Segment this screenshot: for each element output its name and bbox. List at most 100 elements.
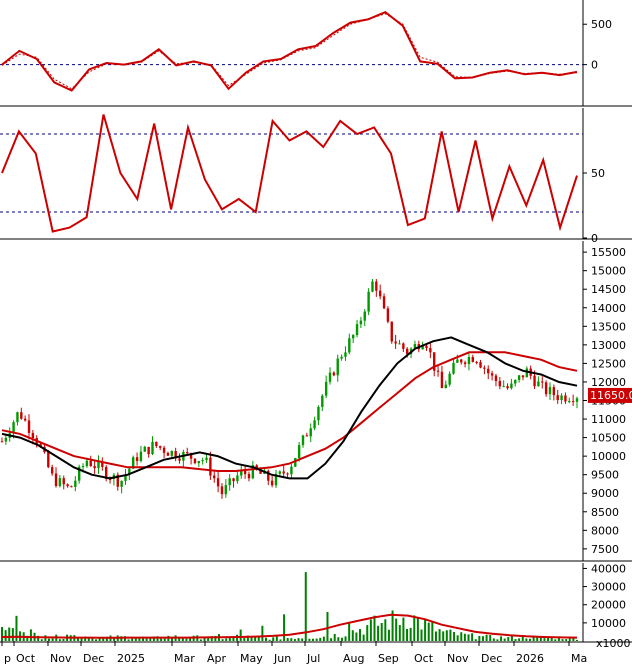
x-axis-label: p xyxy=(4,652,11,665)
volume-bar xyxy=(279,639,282,641)
volume-bar xyxy=(424,619,427,641)
x-axis-label: Oct xyxy=(16,652,36,665)
candle-body xyxy=(344,352,347,357)
volume-bar xyxy=(87,637,90,641)
candle-body xyxy=(537,381,540,387)
candle-body xyxy=(479,362,482,368)
candle-body xyxy=(502,386,505,388)
candle-body xyxy=(155,441,158,447)
candle-body xyxy=(243,470,247,475)
candle-body xyxy=(12,422,15,434)
candle-body xyxy=(216,478,220,487)
candle-body xyxy=(517,375,521,380)
x-axis-label: Jul xyxy=(306,652,320,665)
volume-bar xyxy=(416,617,419,641)
price-tick-label: 8000 xyxy=(591,524,619,537)
volume-bar xyxy=(348,622,351,641)
candle-body xyxy=(413,344,417,349)
price-candle xyxy=(444,380,447,389)
candle-body xyxy=(116,474,119,487)
candle-body xyxy=(460,359,463,363)
x-axis: p Oct Nov Dec 2025 Mar Apr May Jun Jul Aug Sep Oct No… xyxy=(1,641,587,665)
volume-bar xyxy=(565,639,568,641)
volume-bar xyxy=(456,635,459,641)
price-tick-label: 10500 xyxy=(591,432,626,445)
candle-body xyxy=(363,311,366,321)
price-candle xyxy=(89,455,92,467)
volume-bar xyxy=(95,639,98,641)
candle-body xyxy=(309,428,312,437)
volume-bar xyxy=(521,635,524,641)
volume-bar xyxy=(460,632,463,641)
price-candle xyxy=(182,449,185,467)
volume-bar xyxy=(51,638,54,641)
price-candle xyxy=(460,358,463,365)
price-candle xyxy=(506,383,509,390)
x-axis-label: Apr xyxy=(207,652,227,665)
volume-bar xyxy=(525,638,528,641)
volume-bar xyxy=(178,637,181,641)
candle-body xyxy=(151,441,154,455)
volume-bar xyxy=(445,630,448,641)
volume-bar xyxy=(26,635,29,641)
price-candle xyxy=(213,469,216,483)
volume-bar xyxy=(503,638,506,641)
volume-bar xyxy=(366,625,369,641)
volume-average-line xyxy=(1,613,578,639)
price-candle xyxy=(151,436,154,456)
volume-unit-label: x1000 xyxy=(596,637,631,650)
price-candle xyxy=(294,457,297,468)
price-candle xyxy=(448,371,451,387)
candle-body xyxy=(452,362,455,374)
volume-bar xyxy=(518,638,521,641)
candle-body xyxy=(321,395,324,407)
price-candle xyxy=(436,365,440,377)
x-axis-label: 2026 xyxy=(516,652,544,665)
price-panel: 15500 15000 14500 14000 13500 13000 12500 12000… xyxy=(0,241,632,562)
price-candle xyxy=(124,469,127,485)
price-candle xyxy=(120,480,123,494)
volume-bar xyxy=(550,637,553,641)
price-candle xyxy=(170,450,173,459)
price-candle xyxy=(541,376,544,389)
candle-body xyxy=(132,457,135,469)
price-candle xyxy=(556,389,559,404)
price-candle xyxy=(429,341,432,359)
x-axis-label: Ma xyxy=(571,652,587,665)
candle-body xyxy=(267,470,270,481)
volume-bar xyxy=(264,637,267,641)
volume-bar xyxy=(138,637,141,641)
candle-body xyxy=(494,375,498,382)
price-candle xyxy=(348,333,351,355)
volume-bar xyxy=(156,636,159,641)
volume-bar xyxy=(373,615,376,641)
price-candle xyxy=(101,457,104,471)
price-candle xyxy=(147,446,150,458)
price-candle xyxy=(77,464,81,484)
volume-bar xyxy=(362,634,365,641)
price-candle xyxy=(16,411,19,426)
volume-bar xyxy=(199,639,202,641)
candle-body xyxy=(340,356,343,359)
candle-body xyxy=(568,401,571,403)
candle-body xyxy=(514,379,517,384)
candle-body xyxy=(39,443,42,447)
volume-bar xyxy=(297,638,300,641)
volume-bar xyxy=(387,629,390,641)
volume-bar xyxy=(467,634,470,641)
price-candle xyxy=(502,380,505,388)
macd-tick-label: 0 xyxy=(591,59,598,72)
volume-bar xyxy=(359,629,362,641)
volume-bar xyxy=(48,638,51,641)
moving-average-short xyxy=(1,336,578,480)
last-price-badge: 11650.00 xyxy=(588,387,632,403)
volume-bar xyxy=(568,636,571,641)
candle-body xyxy=(456,359,459,363)
candle-body xyxy=(147,446,150,455)
candle-body xyxy=(124,474,127,481)
price-candle xyxy=(20,407,23,420)
volume-bar xyxy=(474,639,477,641)
price-candle xyxy=(375,279,378,297)
price-candle xyxy=(514,379,517,387)
price-candle xyxy=(186,447,189,455)
